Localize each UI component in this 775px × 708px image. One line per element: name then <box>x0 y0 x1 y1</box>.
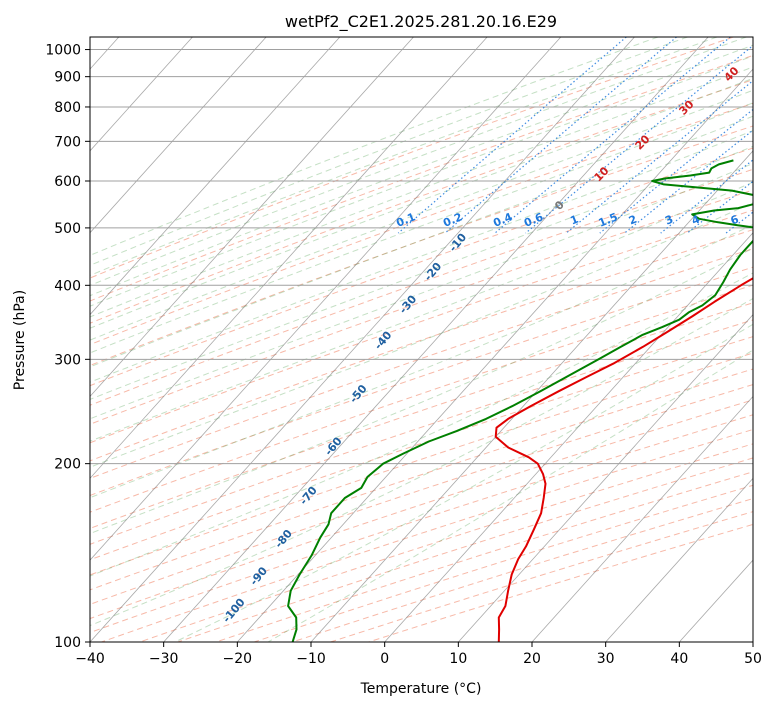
x-tick-label: −30 <box>149 651 179 667</box>
moist-adiabat-line <box>90 37 718 276</box>
y-axis-label: Pressure (hPa) <box>12 290 28 390</box>
mixing-ratio-label: 3 <box>663 213 675 228</box>
moist-adiabat-line <box>90 181 753 442</box>
isotherm-line <box>531 395 753 642</box>
isotherm-line <box>90 37 488 479</box>
dry-adiabat-line <box>90 336 753 561</box>
x-tick-label: 0 <box>380 651 389 667</box>
moist-adiabat-line <box>90 162 753 420</box>
dry-adiabat-line <box>90 229 753 462</box>
mixing-ratio-line <box>660 159 753 234</box>
isotherm-line <box>237 68 753 642</box>
axes: −40 −30 −20 −10 0 10 20 30 40 50 100 200 300 400 500 60… <box>45 43 762 667</box>
isotherm-line <box>310 150 753 642</box>
plot-frame <box>89 36 754 643</box>
isotherm-line <box>90 37 193 152</box>
sounding-series <box>287 159 753 642</box>
isotherm-line <box>605 477 753 642</box>
dry-adiabat-line <box>90 384 753 605</box>
dry-adiabat-line <box>90 168 753 406</box>
dry-adiabat-line <box>90 54 753 302</box>
y-tick-label: 300 <box>54 352 81 368</box>
moist-adiabat-line <box>90 102 753 354</box>
y-tick-label: 900 <box>54 70 81 86</box>
y-tick-label: 100 <box>54 635 81 651</box>
y-tick-label: 700 <box>54 134 81 150</box>
x-tick-label: −40 <box>75 651 105 667</box>
moist-adiabat-line <box>90 247 753 535</box>
mixing-ratio-line <box>565 79 753 234</box>
dry-adiabat-line <box>90 37 734 279</box>
moist-adiabat-line <box>90 55 753 307</box>
moist-adiabat-line <box>90 89 753 341</box>
y-tick-label: 500 <box>54 221 81 237</box>
x-tick-label: −20 <box>223 651 253 667</box>
isotherm-line <box>384 232 753 642</box>
x-tick-label: 30 <box>597 651 615 667</box>
dry-adiabat-line <box>90 284 753 513</box>
mixing-ratio-label: 1 <box>568 213 580 228</box>
moist-adiabat-line <box>90 130 753 383</box>
dry-adiabat-line <box>90 368 753 591</box>
moist-adiabat-line <box>90 37 747 287</box>
x-tick-label: 10 <box>449 651 467 667</box>
isotherm-line <box>90 37 267 234</box>
x-tick-label: 20 <box>523 651 541 667</box>
x-axis-label: Temperature (°C) <box>360 681 482 697</box>
y-tick-label: 800 <box>54 100 81 116</box>
moist-adiabat-line <box>90 66 753 318</box>
chart-title: wetPf2_C2E1.2025.281.20.16.E29 <box>285 12 557 32</box>
moist-adiabat-line <box>90 37 659 256</box>
mixing-ratio-line <box>397 37 627 234</box>
moist-adiabat-line <box>90 77 753 329</box>
y-tick-label: 200 <box>54 457 81 473</box>
moist-adiabat-line <box>90 115 753 368</box>
dry-adiabat-line <box>90 189 753 425</box>
dewpoint-profile-line <box>287 159 753 642</box>
y-tick-label: 1000 <box>45 43 81 59</box>
isotherm-line <box>163 37 709 642</box>
x-tick-label: −10 <box>296 651 326 667</box>
isotherm-line <box>90 37 414 398</box>
moist-adiabat-line <box>174 323 753 642</box>
mixing-ratio-label: 2 <box>627 213 639 228</box>
moist-adiabat-line <box>90 44 753 297</box>
isotherm-line <box>90 37 341 316</box>
dry-adiabat-line <box>90 319 753 545</box>
y-tick-label: 400 <box>54 278 81 294</box>
background-lines <box>90 37 753 642</box>
isotherm-line <box>90 37 635 642</box>
moist-adiabat-line <box>90 37 688 266</box>
y-tick-label: 600 <box>54 174 81 190</box>
isotherm-line <box>458 313 753 642</box>
mixing-ratio-line <box>444 37 677 234</box>
mixing-ratio-line <box>494 37 731 234</box>
moist-adiabat-line <box>90 201 753 468</box>
x-tick-label: 50 <box>744 651 762 667</box>
x-tick-label: 40 <box>670 651 688 667</box>
temperature-profile-line <box>494 277 753 642</box>
isotherm-line <box>90 37 562 561</box>
